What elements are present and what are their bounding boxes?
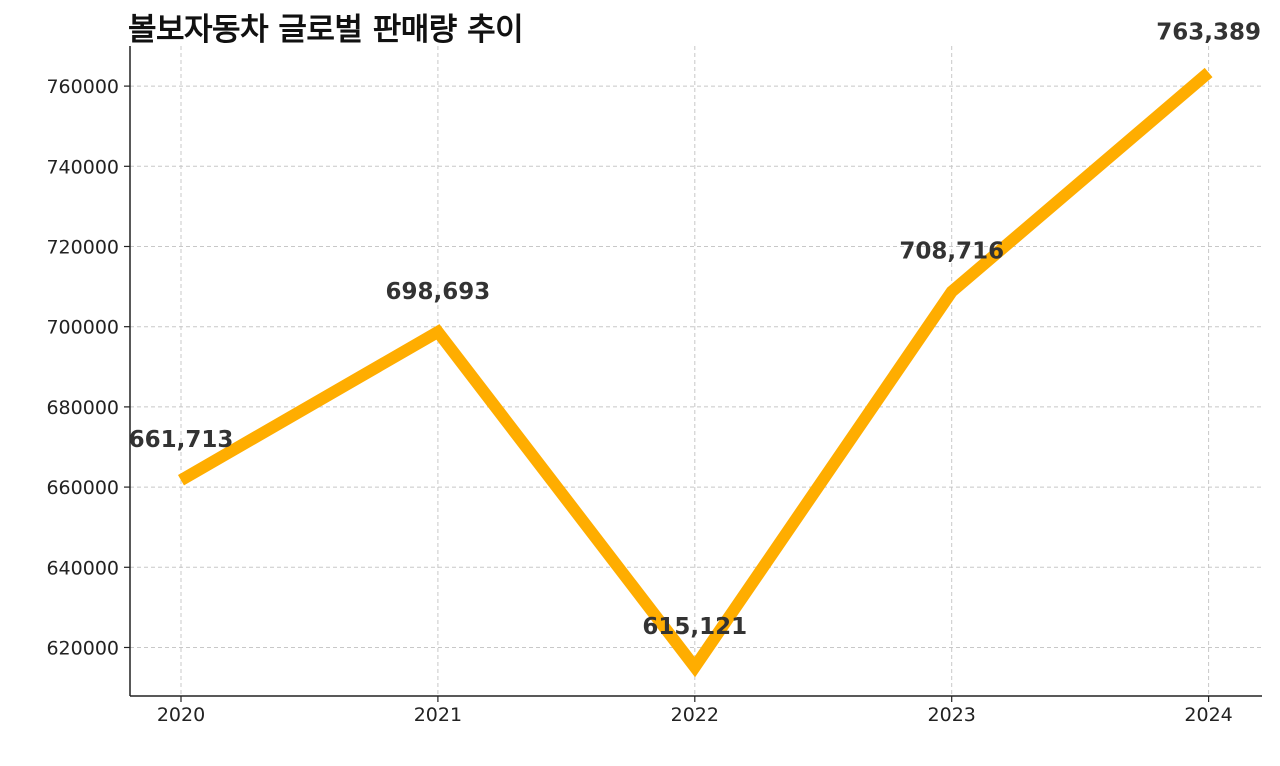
y-tick-label: 680000 xyxy=(46,397,119,419)
grid xyxy=(130,46,1262,696)
x-tick-label: 2024 xyxy=(1184,704,1232,726)
y-tick-label: 640000 xyxy=(46,557,119,579)
y-tick-label: 620000 xyxy=(46,637,119,659)
tick-labels: 620000 640000 660000 680000 700000 720000 7400… xyxy=(46,76,1232,726)
x-tick-label: 2020 xyxy=(157,704,205,726)
data-label: 661,713 xyxy=(129,427,234,453)
y-tick-label: 720000 xyxy=(46,236,119,258)
x-tick-label: 2022 xyxy=(671,704,719,726)
chart-title: 볼보자동차 글로벌 판매량 추이 xyxy=(128,12,524,48)
data-label: 708,716 xyxy=(899,239,1004,265)
y-tick-label: 760000 xyxy=(46,76,119,98)
axes xyxy=(124,46,1262,702)
data-labels: 661,713 698,693 615,121 708,716 763,389 xyxy=(129,20,1261,641)
data-label: 615,121 xyxy=(642,614,747,640)
y-tick-label: 660000 xyxy=(46,477,119,499)
data-label: 763,389 xyxy=(1156,20,1261,46)
y-tick-label: 740000 xyxy=(46,156,119,178)
series xyxy=(178,67,1213,678)
x-tick-label: 2023 xyxy=(928,704,976,726)
x-tick-label: 2021 xyxy=(414,704,462,726)
data-label: 698,693 xyxy=(386,279,491,305)
y-tick-label: 700000 xyxy=(46,317,119,339)
